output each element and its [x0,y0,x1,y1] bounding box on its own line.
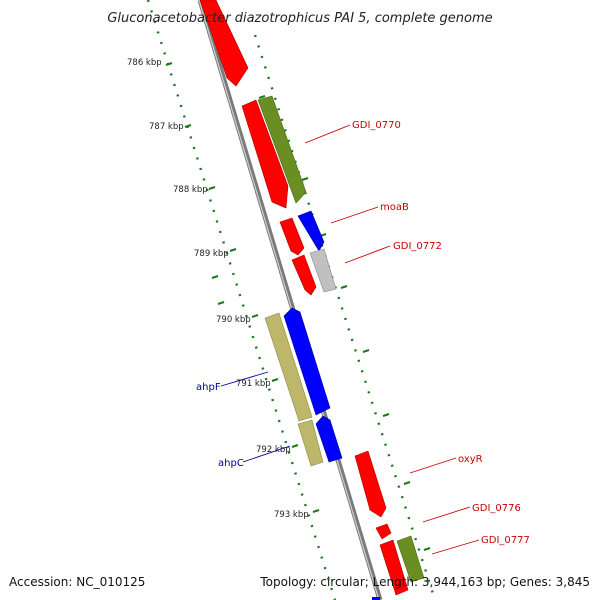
cds-arrow[interactable] [379,539,409,596]
cds-arrow[interactable] [283,307,331,416]
tick-label: 787 kbp [149,122,184,132]
tick-label: 793 kbp [274,510,309,520]
tick-mark [184,124,192,128]
tick-label: 790 kbp [216,315,251,325]
cds-arrow[interactable] [264,312,313,422]
cds-arrow[interactable] [375,523,392,540]
cds-arrow[interactable] [297,210,325,252]
genome-backbone [197,0,383,600]
cds-arrow[interactable] [396,535,425,583]
cds-arrow[interactable] [315,415,343,463]
gene-label-GDI_0772[interactable]: GDI_0772 [393,241,442,252]
cds-arrow[interactable] [297,419,324,467]
tick-mark [291,444,299,448]
tick-mark [271,378,279,382]
tick-mark [251,314,259,318]
cds-arrow[interactable] [372,597,380,600]
cds-arrow[interactable] [257,95,307,204]
gene-label-moaB[interactable]: moaB [380,202,409,213]
tick-label: 789 kbp [194,249,229,259]
gene-label-GDI_0777[interactable]: GDI_0777 [481,535,530,546]
tick-mark [208,186,216,190]
tick-mark [312,509,320,513]
gene-labels: GDI_0770 moaB GDI_0772 ahpF ahpC oxyR GD… [196,120,530,546]
gene-label-oxyR[interactable]: oxyR [458,454,483,465]
tick-label: 786 kbp [127,58,162,68]
cds-arrow[interactable] [241,99,289,209]
cds-arrow[interactable] [309,248,337,293]
cds-arrow[interactable] [279,217,305,256]
page-title: Gluconacetobacter diazotrophicus PAI 5, … [107,11,492,26]
cds-arrow[interactable] [354,450,387,518]
tick-mark [165,62,173,66]
cds-features [199,0,425,600]
tick-mark [229,248,237,252]
cds-arrow[interactable] [199,0,249,87]
genome-summary-text: Topology: circular; Length: 3,944,163 bp… [259,575,590,589]
cds-arrow[interactable] [291,254,317,296]
gene-leaders [220,124,480,555]
gene-label-ahpC[interactable]: ahpC [218,458,244,469]
accession-text: Accession: NC_010125 [9,575,145,589]
tick-label: 791 kbp [236,379,271,389]
gene-label-ahpF[interactable]: ahpF [196,382,221,393]
tick-label: 788 kbp [173,185,208,195]
tick-label: 792 kbp [256,445,291,455]
gene-label-GDI_0770[interactable]: GDI_0770 [352,120,401,131]
gene-label-GDI_0776[interactable]: GDI_0776 [472,503,521,514]
